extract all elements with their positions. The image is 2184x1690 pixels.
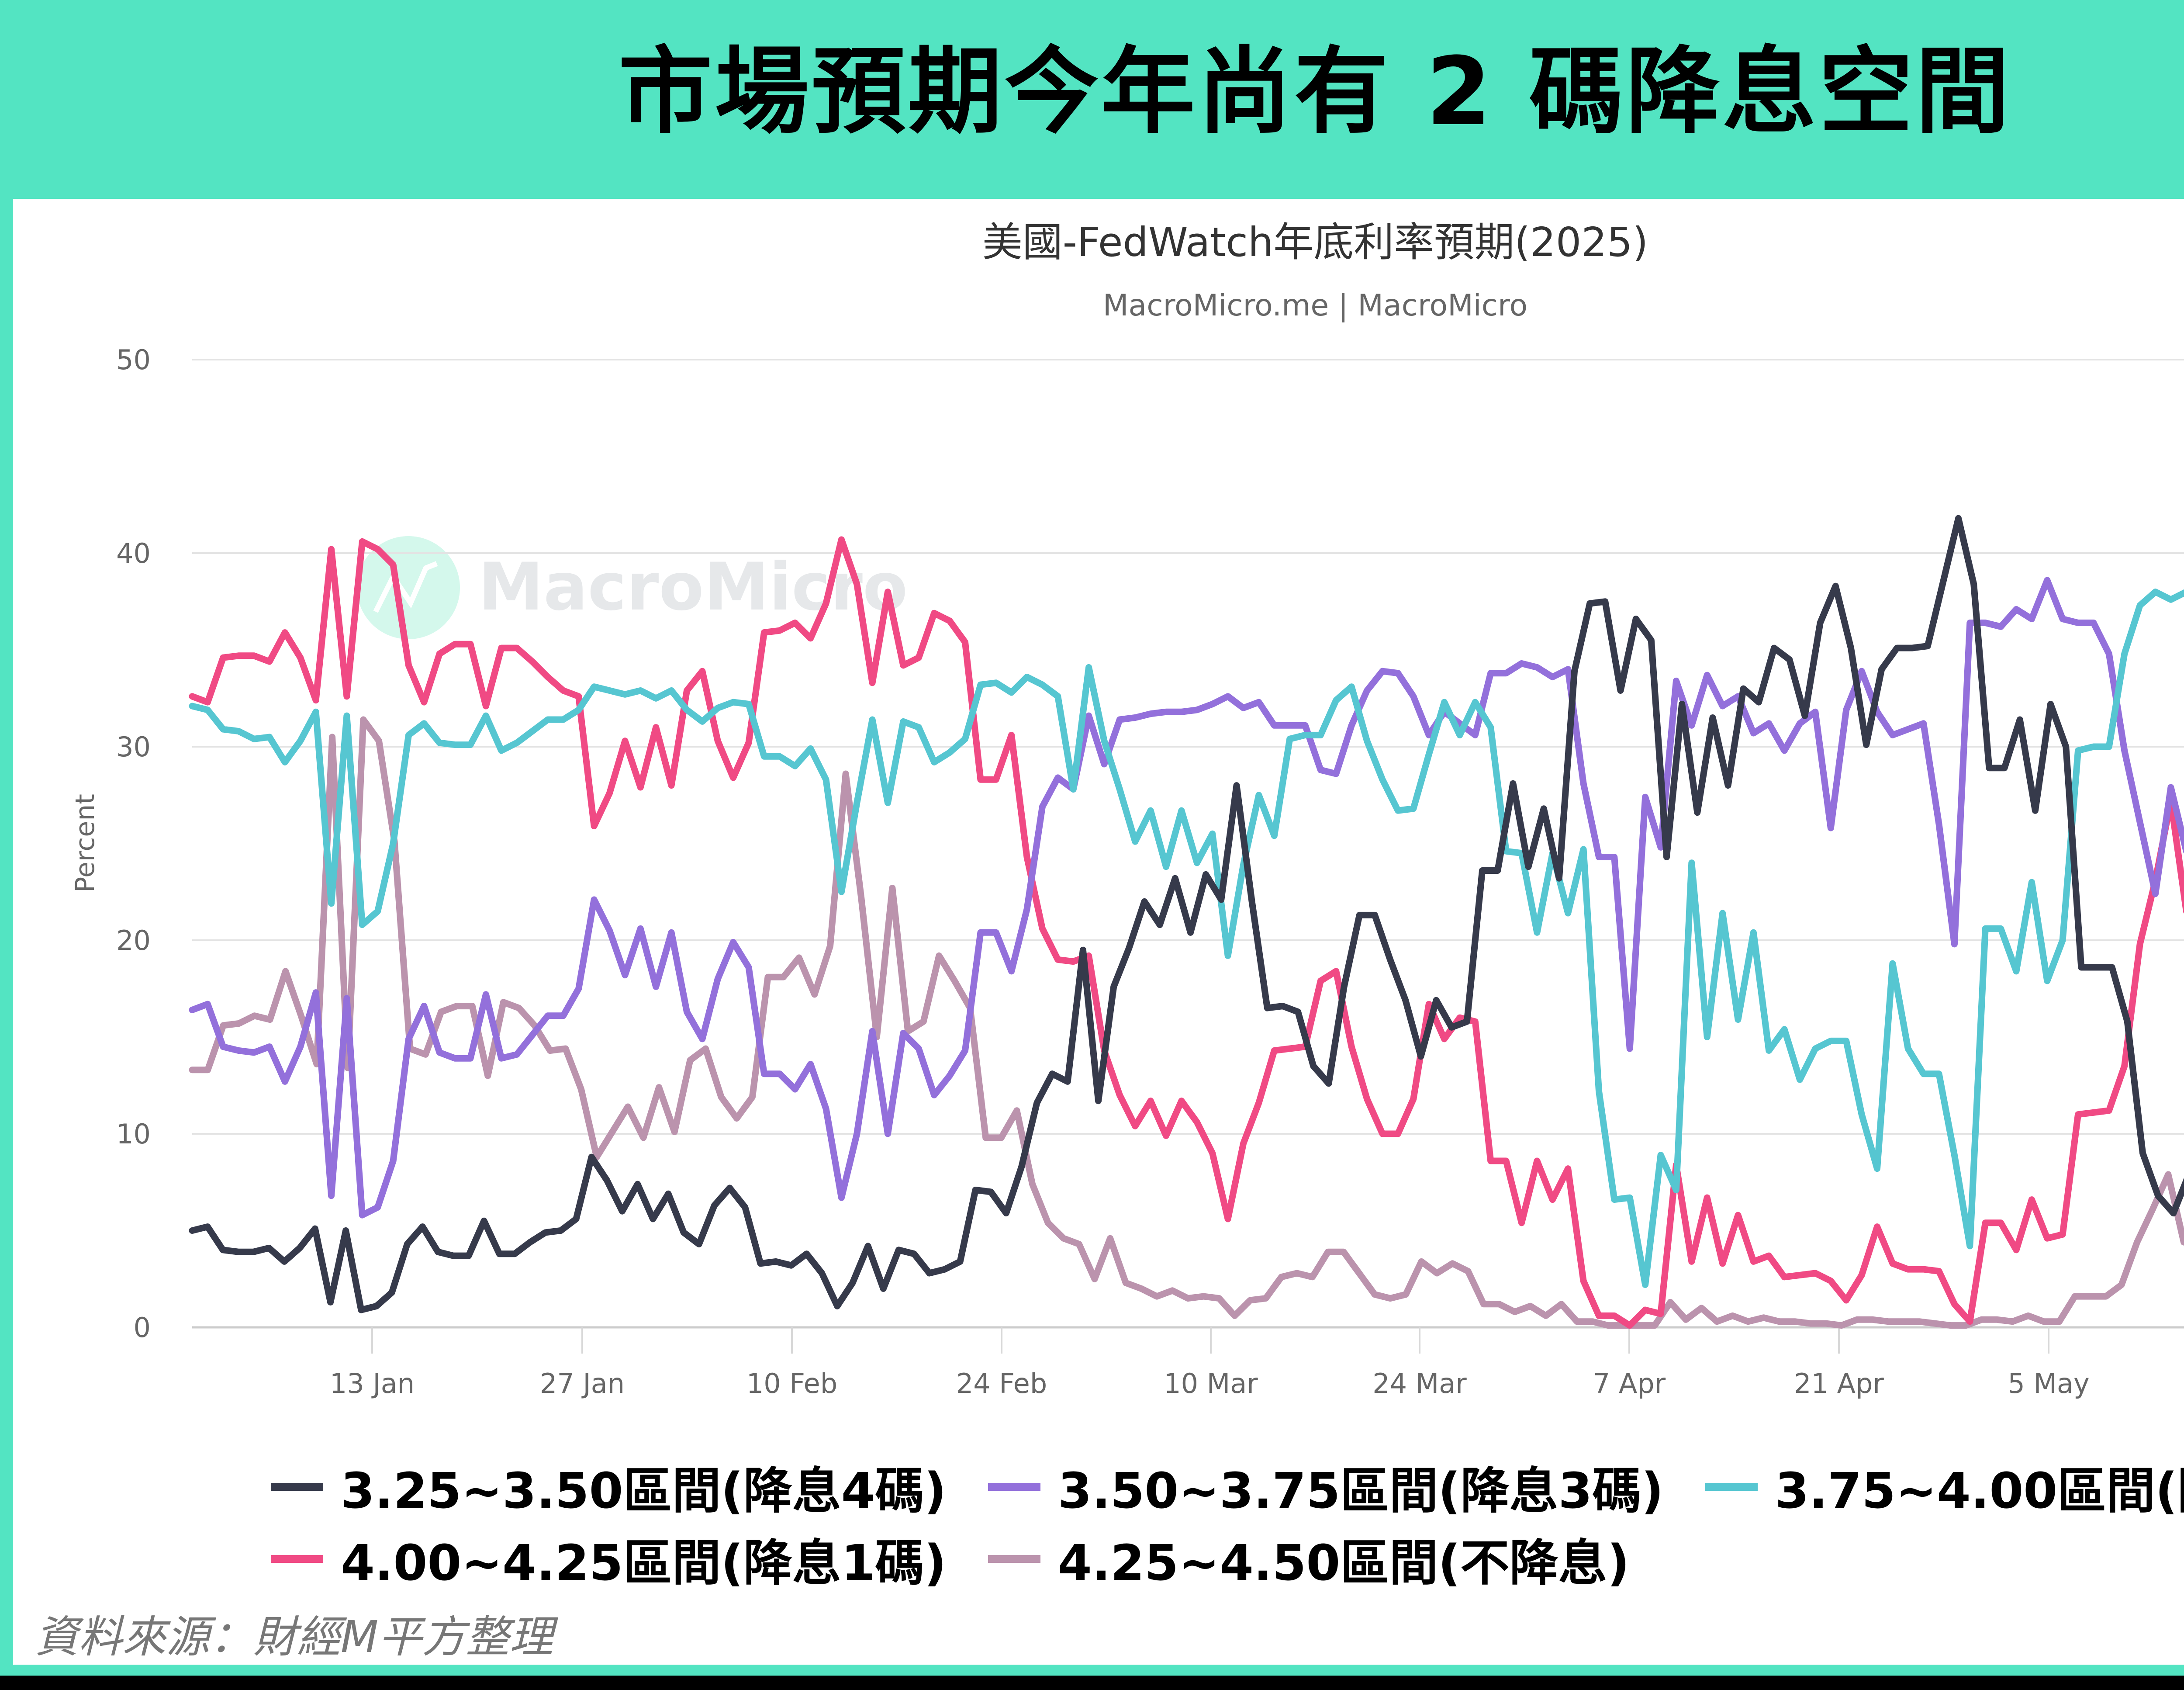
watermark-text: MacroMicro [478, 549, 908, 625]
legend-label: 3.50~3.75區間(降息3碼) [1057, 1462, 1664, 1520]
legend-item-cut1[interactable]: 4.00~4.25區間(降息1碼) [271, 1524, 947, 1594]
headline: 市場預期今年尚有 2 碼降息空間 [618, 37, 2012, 146]
legend-label: 3.75~4.00區間(降息2碼) [1775, 1462, 2184, 1520]
x-tick-label: 13 Jan [330, 1368, 415, 1399]
legend-item-nocut[interactable]: 4.25~4.50區間(不降息) [988, 1524, 1630, 1594]
series-line[interactable] [189, 515, 2184, 1313]
legend-swatch-cut4 [271, 1482, 323, 1491]
bottom-strip [0, 1676, 2184, 1690]
legend-swatch-cut2 [1705, 1482, 1758, 1491]
legend-item-cut4[interactable]: 3.25~3.50區間(降息4碼) [271, 1451, 947, 1522]
series-line[interactable] [189, 545, 2184, 1288]
series-lines [189, 515, 2184, 1329]
series-line[interactable] [189, 536, 2184, 1329]
legend-swatch-nocut [988, 1555, 1040, 1563]
legend-label: 3.25~3.50區間(降息4碼) [341, 1462, 947, 1520]
x-tick-label: 21 Apr [1794, 1368, 1884, 1399]
y-tick-label: 20 [116, 925, 151, 956]
y-tick-label: 0 [134, 1312, 151, 1344]
chart-title: 美國-FedWatch年底利率預期(2025) [982, 219, 1648, 266]
x-tick-label: 5 May [2008, 1368, 2089, 1399]
chart-panel [13, 199, 2184, 1665]
legend-swatch-cut3 [988, 1482, 1040, 1491]
legend-item-cut3[interactable]: 3.50~3.75區間(降息3碼) [988, 1451, 1664, 1522]
x-tick-label: 27 Jan [540, 1368, 625, 1399]
x-tick-label: 10 Feb [746, 1368, 837, 1399]
legend-item-cut2[interactable]: 3.75~4.00區間(降息2碼) [1705, 1451, 2184, 1522]
legend-swatch-cut1 [271, 1555, 323, 1563]
legend-label: 4.25~4.50區間(不降息) [1057, 1534, 1630, 1592]
series-line[interactable] [189, 577, 2184, 1219]
x-tick-label: 24 Mar [1372, 1368, 1467, 1399]
y-axis-ticks: 0 10 20 30 40 50 [116, 344, 151, 1344]
header-band [0, 0, 2184, 199]
y-tick-label: 30 [116, 731, 151, 763]
x-tick-label: 24 Feb [956, 1368, 1047, 1399]
watermark-logo-icon: MacroMicro [357, 536, 908, 639]
legend-label: 4.00~4.25區間(降息1碼) [341, 1534, 947, 1592]
x-tick-label: 10 Mar [1164, 1368, 1258, 1399]
chart-subtitle: MacroMicro.me | MacroMicro [1102, 288, 1528, 323]
source-note: 資料來源：財經M平方整理 [35, 1611, 553, 1662]
y-tick-label: 10 [116, 1118, 151, 1150]
x-axis-ticks: 13 Jan 27 Jan 10 Feb 24 Feb 10 Mar 24 Mar 7 Ap… [330, 1327, 2090, 1399]
y-tick-label: 40 [116, 537, 151, 569]
y-tick-label: 50 [116, 344, 151, 376]
x-tick-label: 7 Apr [1593, 1368, 1666, 1399]
legend: 3.25~3.50區間(降息4碼) 3.50~3.75區間(降息3碼) 3.75… [271, 1451, 2184, 1595]
